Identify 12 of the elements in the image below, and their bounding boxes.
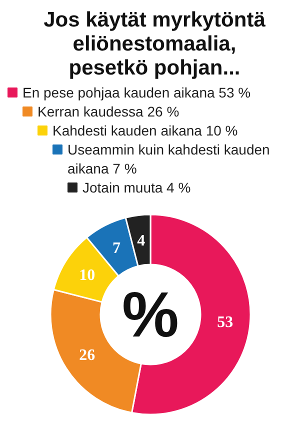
- chart-title: Jos käytät myrkytöntä eliönestomaalia, pesetkö pohjan...: [44, 8, 266, 80]
- legend-label: Useammin kuin kahdesti kauden aikana 7 %: [68, 142, 270, 176]
- legend-label: En pese pohjaa kauden aikana 53 %: [22, 84, 251, 100]
- data-label: 7: [112, 240, 120, 258]
- data-label: 26: [79, 347, 96, 364]
- text: %: [122, 278, 179, 350]
- data-label: 10: [79, 266, 96, 284]
- data-label: 53: [217, 314, 234, 332]
- legend-label: Kahdesti kauden aikana 10 %: [52, 122, 238, 138]
- legend-label: Jotain muuta 4 %: [82, 180, 191, 196]
- data-label: 4: [137, 232, 146, 250]
- legend-label: Kerran kaudessa 26 %: [38, 104, 180, 120]
